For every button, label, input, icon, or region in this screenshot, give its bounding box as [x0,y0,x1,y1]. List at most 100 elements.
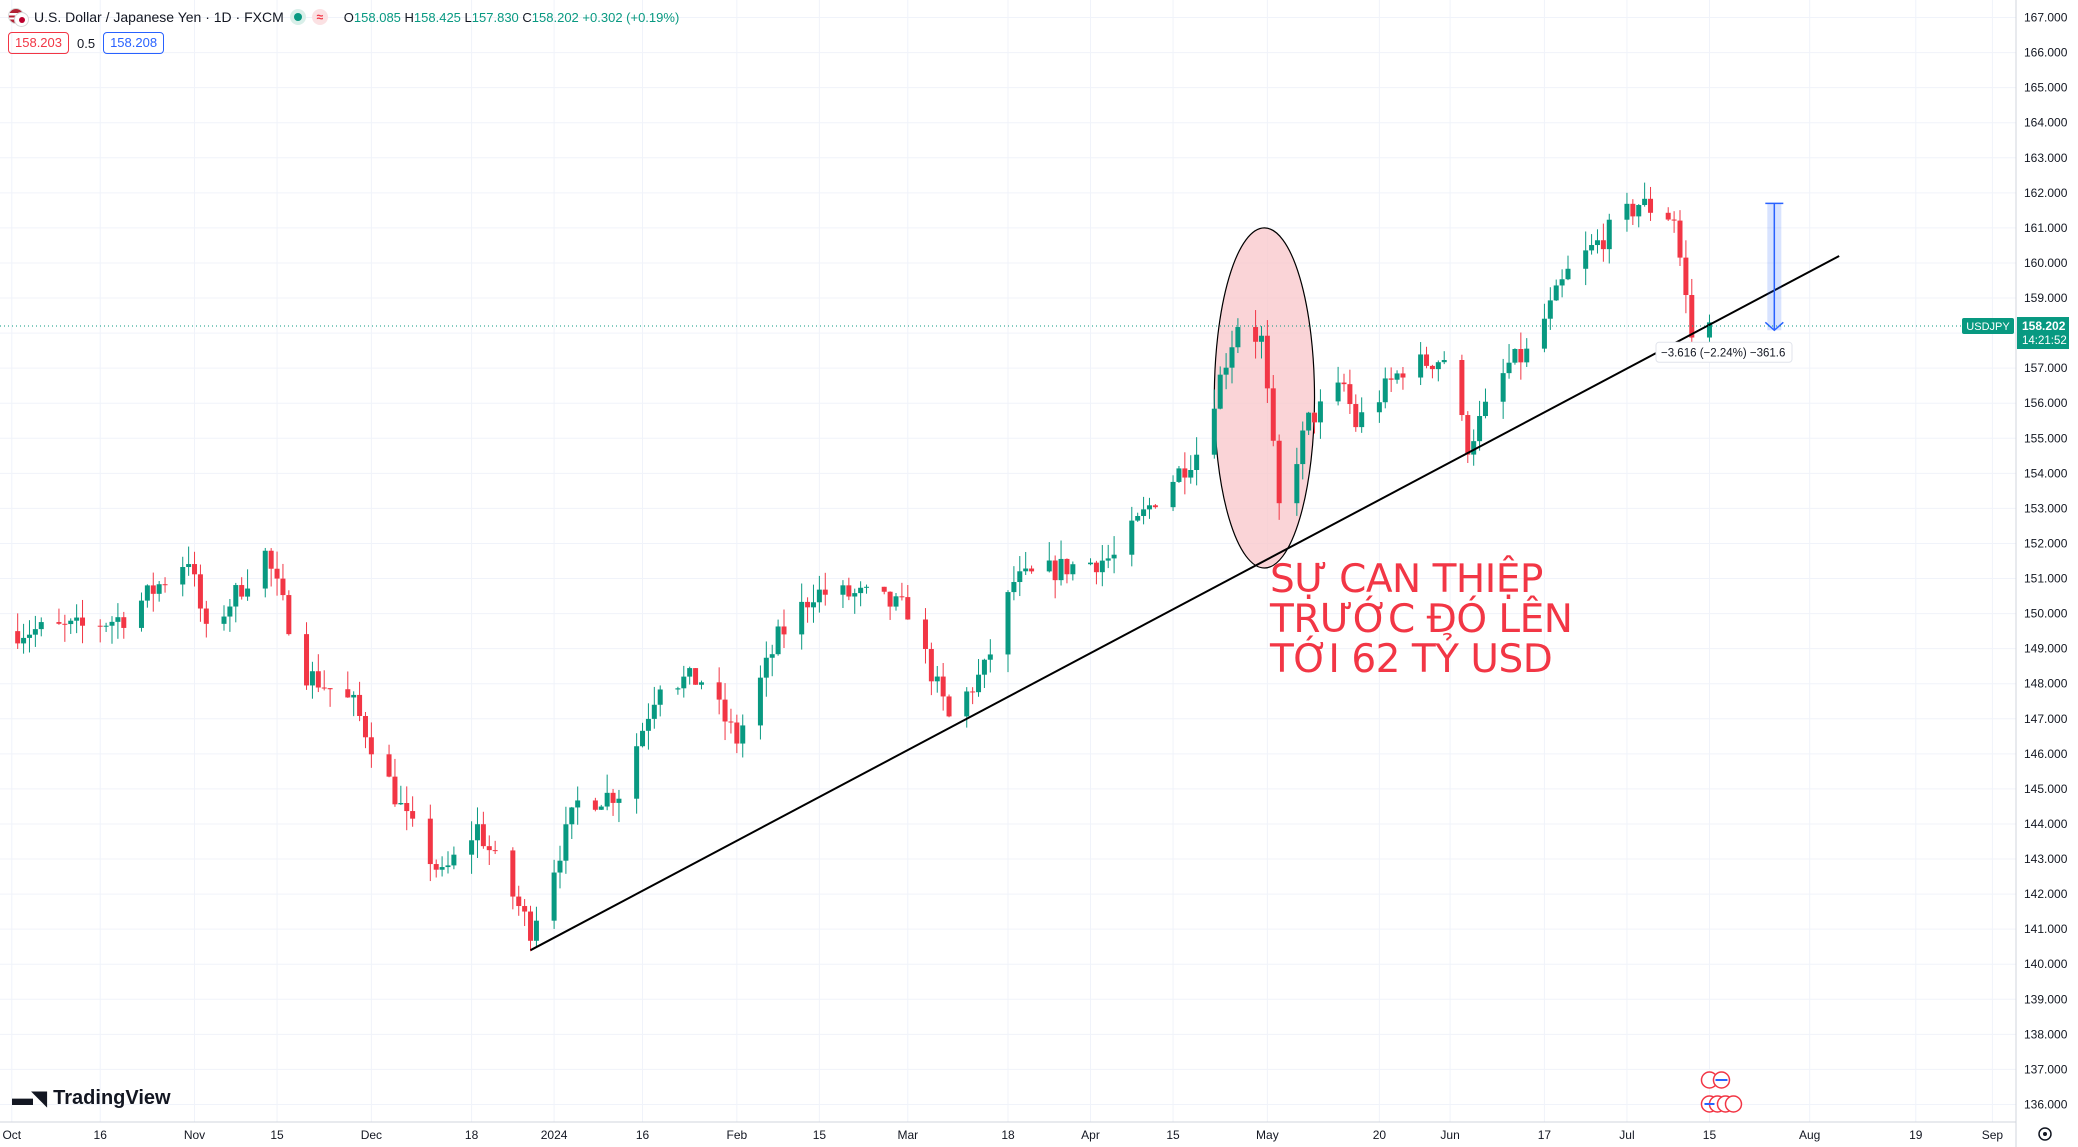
price-tick-label: 150.000 [2024,607,2068,621]
candle-body [987,654,993,660]
time-tick-label: 15 [1166,1128,1180,1142]
candle-body [1135,516,1141,521]
candle-body [1111,554,1117,559]
candle-body [150,585,156,594]
price-axis[interactable]: 167.000 166.000 165.000 164.000 163.000 162.0… [2024,11,2068,1112]
tradingview-logo[interactable]: ▬◥ TradingView [12,1086,171,1111]
candle-body [1300,430,1306,465]
candle-body [451,854,457,866]
candle-body [1594,240,1600,246]
candle-body [1583,250,1589,269]
candle-body [1382,378,1388,403]
candle-body [1683,257,1689,296]
tradingview-logo-icon: ▬◥ [12,1087,47,1110]
candle-body [1253,327,1259,342]
candle-body [1500,373,1506,402]
candle-body [1600,240,1606,250]
candle-body [1270,388,1276,441]
price-tick-label: 146.000 [2024,747,2068,761]
settings-gear-icon[interactable] [2038,1127,2052,1141]
candle-body [1099,560,1105,573]
candle-body [740,725,746,744]
candle-body [227,606,233,617]
candle-body [610,792,616,803]
candle-body [1706,322,1712,338]
candle-body [1589,245,1595,251]
candle-body [62,623,68,625]
time-tick-label: Apr [1081,1128,1100,1142]
time-axis[interactable]: Oct 16 Nov 15 Dec 18 2024 16 Feb 15 Mar 18 Apr 15 May 2… [2,1128,2003,1142]
symbol-header[interactable]: U.S. Dollar / Japanese Yen · 1D · FXCM ≈… [8,6,679,28]
candle-body [716,682,722,700]
candle-body [321,687,327,689]
buy-price-button[interactable]: 158.208 [103,32,165,54]
low-label: L [464,9,472,25]
candle-body [103,625,109,627]
candle-body [634,746,640,799]
market-open-icon[interactable] [289,9,306,25]
time-tick-label: 19 [1909,1128,1923,1142]
wave-icon[interactable]: ≈ [311,9,328,25]
candle-body [1553,285,1559,301]
candle-body [981,659,987,675]
candle-body [1223,367,1229,375]
candle-body [1677,220,1683,258]
candle-body [1264,335,1270,389]
price-tick-label: 143.000 [2024,852,2068,866]
candle-body [522,906,528,912]
time-tick-label: Feb [726,1128,747,1142]
candle-body [351,694,357,698]
symbol-title[interactable]: U.S. Dollar / Japanese Yen · 1D · FXCM [34,9,284,25]
candle-body [1046,560,1052,572]
candle-body [68,620,74,625]
candle-body [121,617,127,628]
candle-body [1665,212,1671,220]
candle-body [433,864,439,870]
candle-body [1518,348,1524,363]
price-tick-label: 162.000 [2024,186,2068,200]
candle-body [1689,295,1695,338]
candle-body [1088,562,1094,565]
price-tick-label: 136.000 [2024,1097,2068,1111]
candles [15,182,1712,952]
candle-body [1093,562,1099,573]
last-price-label: 158.202 [2022,319,2066,333]
trendline-layer [530,255,1840,952]
candle-body [1335,382,1341,402]
price-tick-label: 154.000 [2024,466,2068,480]
candle-body [197,574,203,609]
trendline [530,255,1840,952]
candle-body [115,617,121,622]
candle-body [357,694,363,717]
candle-body [274,568,280,579]
candle-body [1217,374,1223,409]
candle-body [1023,568,1029,572]
countdown-label: 14:21:52 [2022,335,2067,347]
price-tick-label: 148.000 [2024,677,2068,691]
candle-body [80,617,86,626]
candle-body [1559,279,1565,286]
economic-event-icons[interactable] [1700,1071,1743,1113]
candle-body [1194,454,1200,470]
candle-body [598,806,604,810]
candle-body [781,626,787,635]
candle-body [1058,558,1064,581]
candle-body [1235,327,1241,348]
sell-price-button[interactable]: 158.203 [8,32,69,54]
candle-body [32,629,38,635]
candle-body [15,631,21,644]
candle-body [1547,300,1553,319]
candle-body [1211,408,1217,455]
price-tick-label: 155.000 [2024,431,2068,445]
candle-body [439,867,445,870]
candle-body [1176,468,1182,482]
event-marker-icon-3 [1724,1095,1743,1113]
candle-body [362,716,368,738]
measure-tool[interactable]: −3.616 (−2.24%) −361.6 [1655,202,1793,363]
candle-body [757,677,763,726]
candle-body [109,621,115,626]
candle-body [922,619,928,650]
candle-body [1317,401,1323,423]
ohlc-values: O158.085 H158.425 L157.830 C158.202 +0.3… [344,10,680,25]
